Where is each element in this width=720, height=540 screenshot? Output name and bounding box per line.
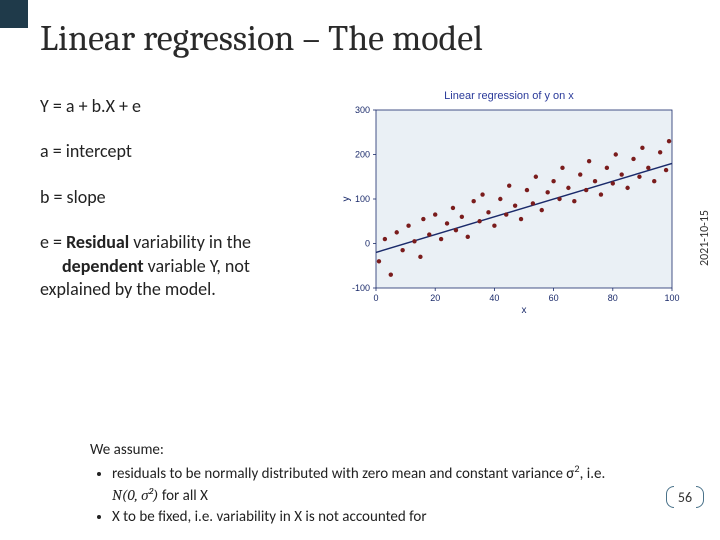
assume-1-dist: N(0, σ²) [112,486,158,504]
page-number: 56 [678,489,692,506]
assume-list: residuals to be normally distributed wit… [90,462,630,527]
residual-bold-2: dependent [62,255,144,277]
svg-text:0: 0 [373,293,378,303]
assumptions-block: We assume: residuals to be normally dist… [90,440,630,528]
assume-item-1: residuals to be normally distributed wit… [112,462,630,506]
assume-heading: We assume: [90,440,630,460]
model-equation: Y = a + b.X + e [40,95,320,118]
residual-def: e = Residual variability in the dependen… [40,231,320,301]
svg-text:200: 200 [355,150,370,160]
definitions-column: Y = a + b.X + e a = intercept b = slope … [40,95,320,301]
svg-text:300: 300 [355,105,370,115]
accent-square [0,0,28,28]
svg-text:40: 40 [489,293,499,303]
assume-1c: for all X [158,487,207,505]
svg-text:100: 100 [355,194,370,204]
svg-text:x: x [522,305,527,316]
scatter-chart: Linear regression of y on x -10001002003… [338,88,680,316]
svg-text:60: 60 [549,293,559,303]
intercept-def: a = intercept [40,140,320,163]
svg-text:20: 20 [430,293,440,303]
residual-bold-1: Residual [66,231,129,253]
chart-title: Linear regression of y on x [338,90,680,102]
residual-mid: variability in the [129,231,251,253]
date-label: 2021-10-15 [698,210,712,266]
svg-text:100: 100 [664,293,679,303]
assume-item-2: X to be fixed, i.e. variability in X is … [112,507,630,527]
svg-text:-100: -100 [352,283,370,293]
svg-text:80: 80 [608,293,618,303]
assume-1b: , i.e. [580,465,606,483]
residual-lead: e = [40,231,66,253]
slide-title: Linear regression – The model [40,18,483,59]
chart-svg: -1000100200300020406080100xy [338,104,680,316]
slope-def: b = slope [40,186,320,209]
page-number-badge: 56 [668,486,702,508]
svg-text:y: y [341,197,352,202]
assume-1a: residuals to be normally distributed wit… [112,465,574,483]
svg-text:0: 0 [365,239,370,249]
